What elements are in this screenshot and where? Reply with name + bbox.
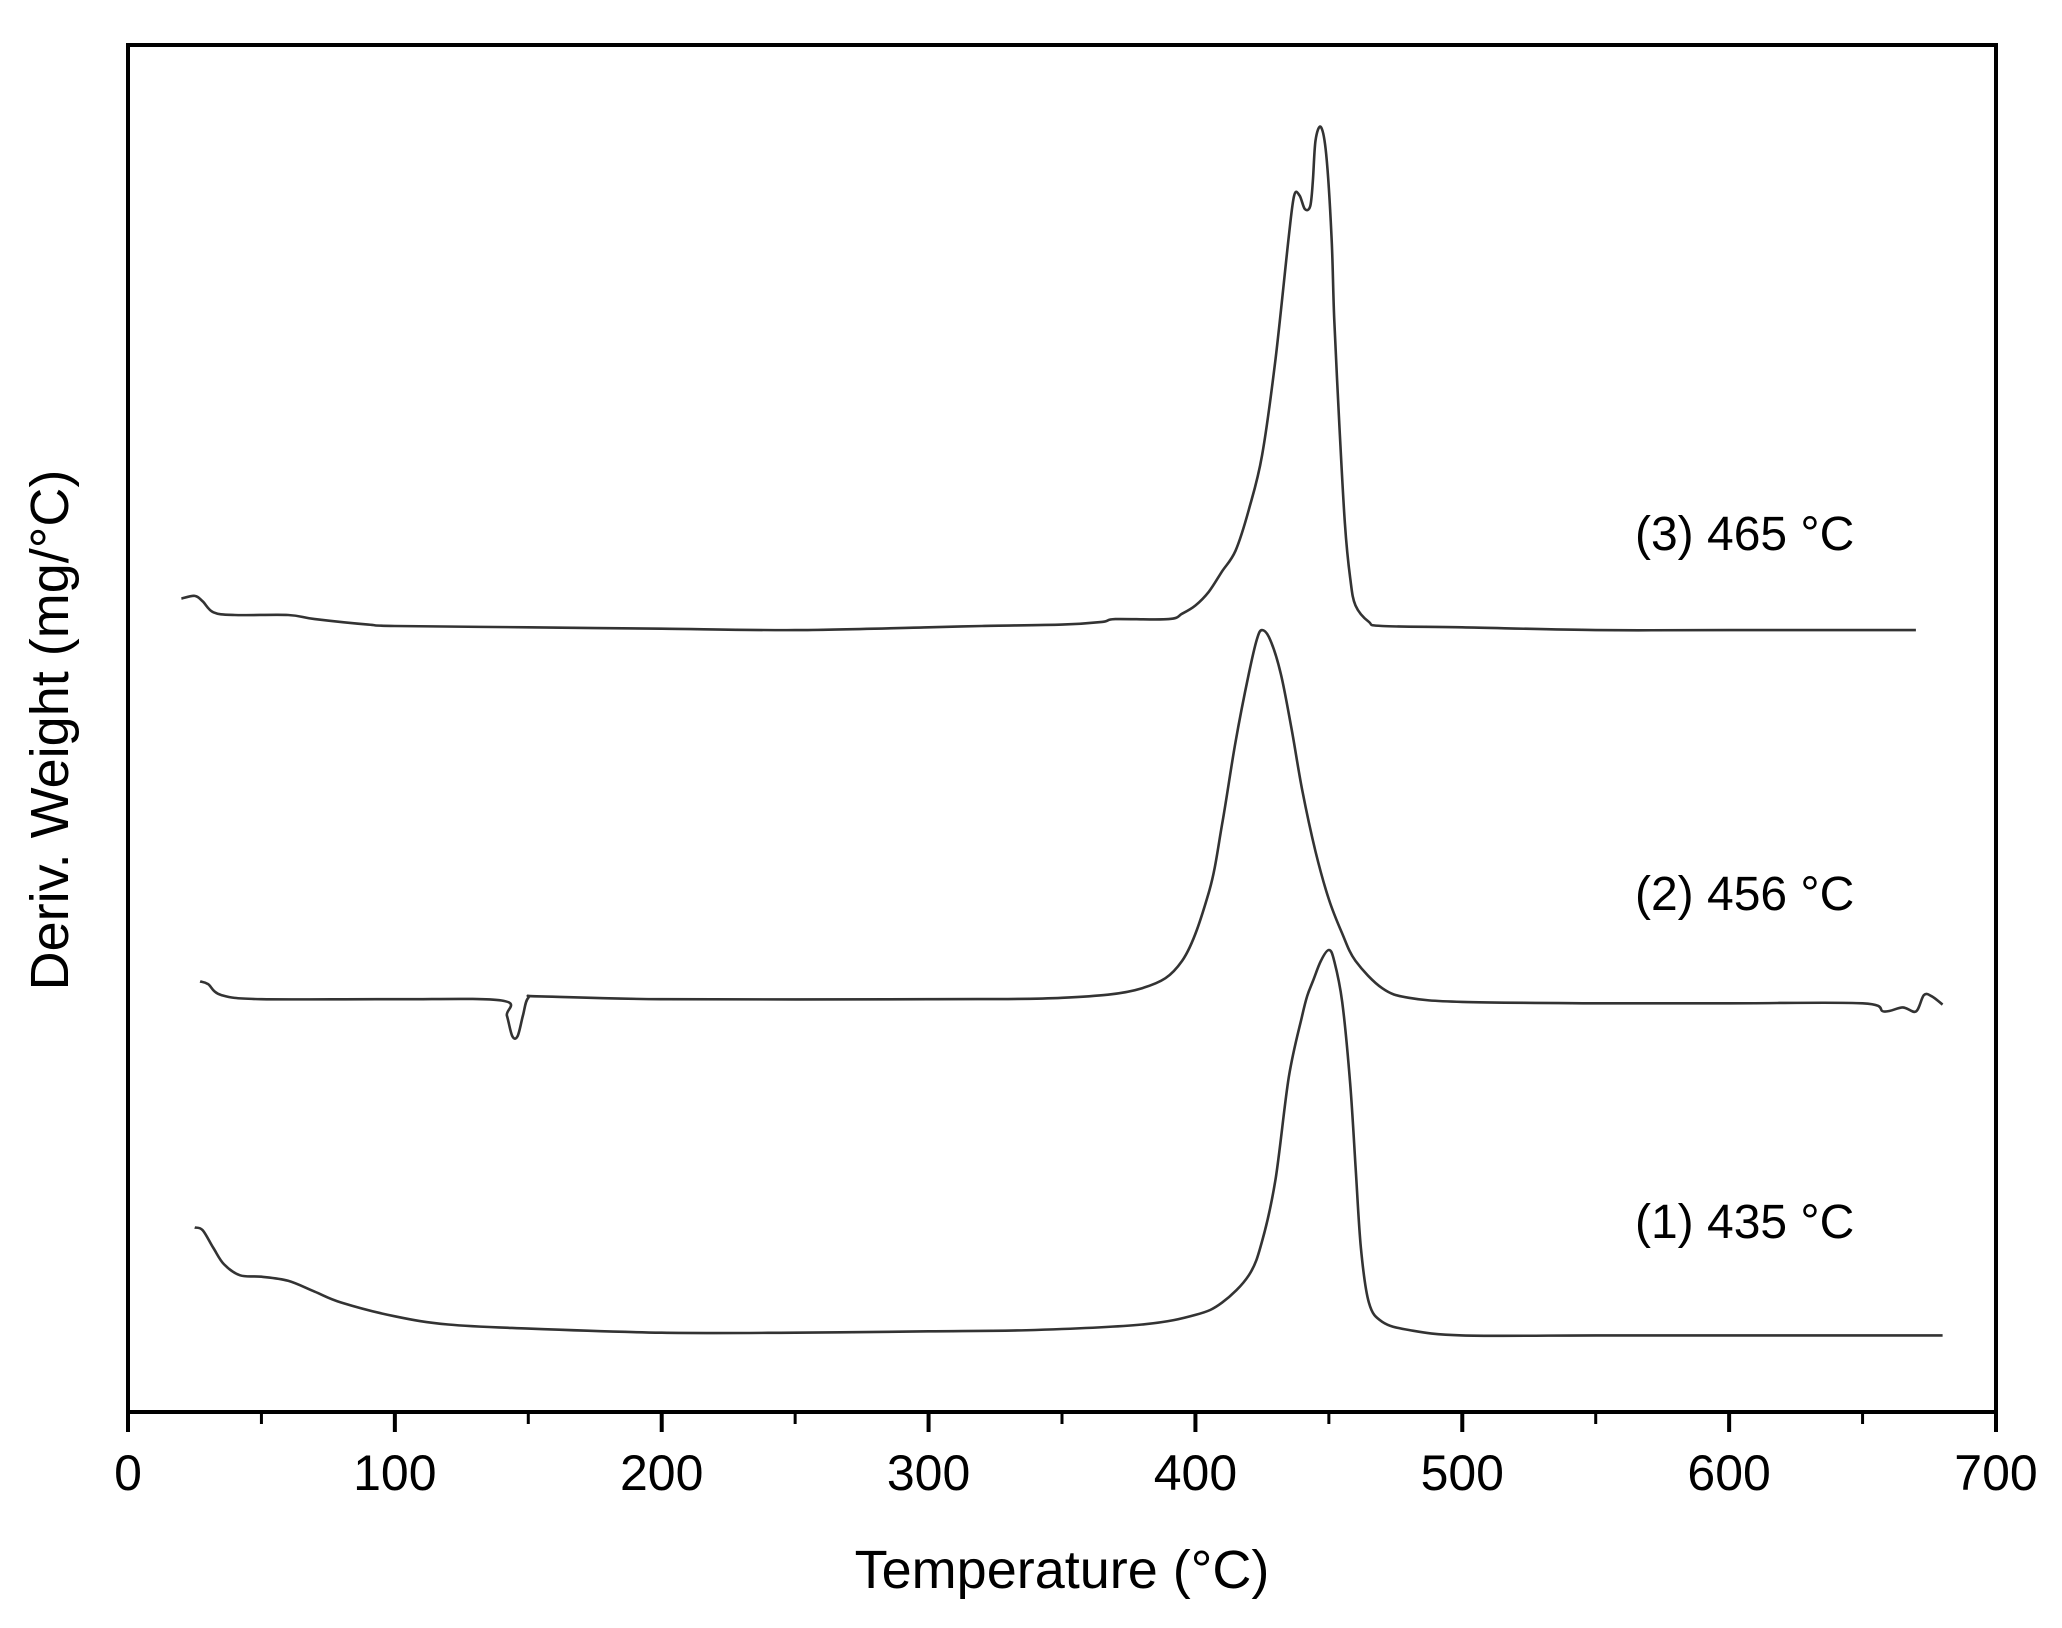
x-tick-label: 300 [887, 1445, 970, 1501]
x-axis-tick-labels: 0 100 200 300 400 500 600 700 [114, 1445, 2038, 1501]
series-annotation-1: (1) 435 °C [1635, 1196, 1854, 1249]
x-axis-ticks [126, 1412, 1998, 1432]
series-annotation-2: (2) 456 °C [1635, 868, 1854, 921]
curves-group [181, 125, 1944, 1338]
x-axis-title: Temperature (°C) [855, 1540, 1270, 1600]
series-line-2 [199, 628, 1944, 1040]
x-tick-label: 500 [1421, 1445, 1504, 1501]
x-tick-label: 200 [620, 1445, 703, 1501]
x-tick-label: 600 [1687, 1445, 1770, 1501]
series-annotation-3: (3) 465 °C [1635, 508, 1854, 561]
y-axis-title: Deriv. Weight (mg/°C) [20, 470, 80, 991]
annotations-group: (3) 465 °C (2) 456 °C (1) 435 °C [1635, 508, 1854, 1249]
x-tick-label: 0 [114, 1445, 142, 1501]
series-line-3 [181, 125, 1916, 632]
x-tick-label: 100 [353, 1445, 436, 1501]
series-line-1 [194, 948, 1943, 1338]
x-tick-label: 700 [1954, 1445, 2037, 1501]
x-tick-label: 400 [1154, 1445, 1237, 1501]
